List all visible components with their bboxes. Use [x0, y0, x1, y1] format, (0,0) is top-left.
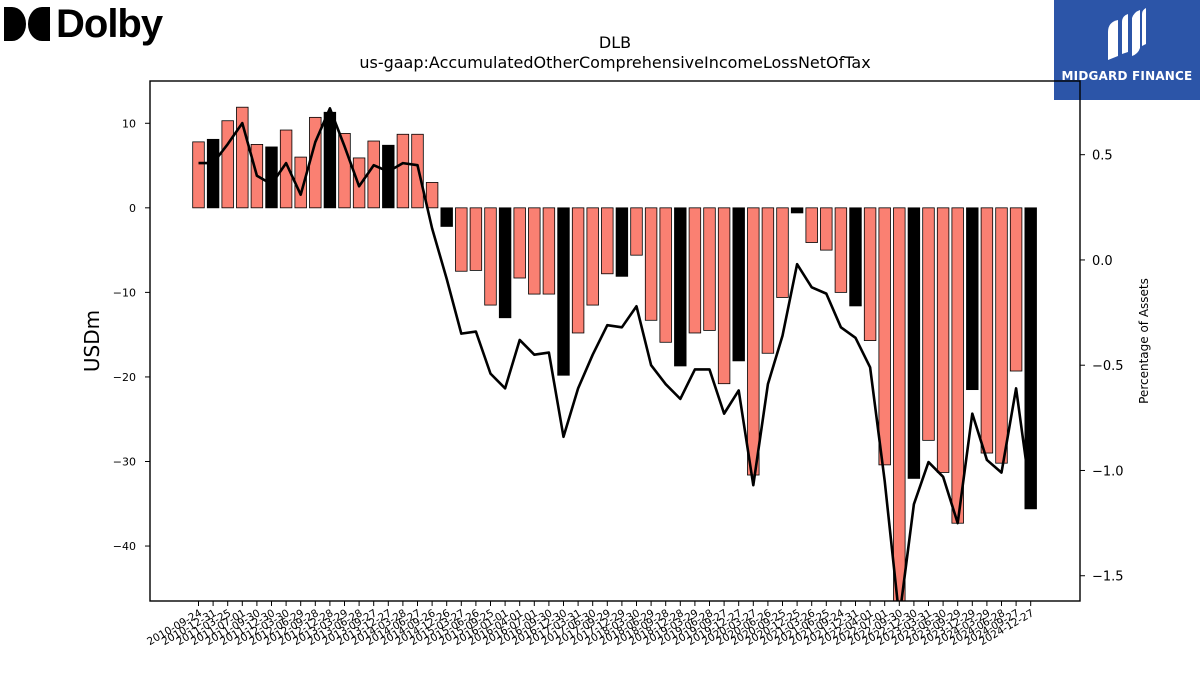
annual-bar [206, 138, 220, 209]
y-tick-label: −30 [113, 455, 136, 468]
annual-bar [498, 207, 512, 319]
annual-bar [849, 207, 862, 307]
quarter-bar [805, 207, 818, 243]
quarter-bar [863, 207, 877, 341]
quarter-bar [761, 207, 775, 354]
y-tick-label: −20 [113, 371, 136, 384]
line-series [198, 107, 1032, 601]
quarter-bar [703, 207, 716, 331]
quarter-bar [528, 207, 541, 295]
quarter-bar [893, 207, 906, 601]
quarter-bar [688, 207, 702, 334]
dolby-double-d-icon [4, 7, 50, 41]
midgard-finance-logo: MIDGARD FINANCE [1054, 0, 1200, 100]
midgard-emblem-icon [1108, 8, 1146, 60]
quarter-bar [659, 207, 672, 343]
quarter-bar [221, 120, 234, 209]
annual-bar [1024, 207, 1037, 510]
quarter-bar [1009, 207, 1023, 372]
quarter-bar [279, 129, 293, 209]
quarter-bar [396, 133, 410, 209]
quarter-bar [878, 207, 891, 466]
y2-tick-label: −0.5 [1092, 359, 1124, 374]
quarter-bar [820, 207, 833, 251]
quarter-bar [936, 207, 950, 473]
annual-bar [732, 207, 745, 362]
percent-of-assets-line [198, 107, 1032, 601]
quarter-bar [542, 207, 556, 295]
y2-tick-label: 0.0 [1092, 254, 1113, 269]
quarter-bar [571, 207, 585, 334]
quarter-bar [513, 207, 526, 279]
dolby-logo: Dolby [4, 1, 163, 46]
quarter-bar [236, 106, 249, 209]
quarter-bar [834, 207, 848, 293]
quarter-bar [367, 140, 380, 209]
quarter-bar [980, 207, 994, 454]
quarter-bar [455, 207, 468, 272]
annual-bar [323, 111, 337, 209]
quarter-bar [922, 207, 935, 441]
y-axis-label: USDm [80, 310, 104, 372]
quarter-bar [192, 141, 205, 209]
quarter-bar [425, 182, 439, 209]
chart-subtitle: us-gaap:AccumulatedOtherComprehensiveInc… [359, 53, 870, 72]
dolby-wordmark: Dolby [56, 1, 163, 46]
annual-bar [615, 207, 629, 277]
annual-bar [382, 144, 395, 209]
annual-bar [907, 207, 921, 479]
y2-tick-label: −1.0 [1092, 464, 1124, 479]
annual-bar [966, 207, 979, 391]
quarter-bar [951, 207, 964, 524]
annual-bar [557, 207, 570, 376]
annual-bar [674, 207, 687, 367]
quarter-bar [586, 207, 599, 306]
quarter-bar [338, 133, 351, 209]
annual-bar [790, 207, 804, 214]
quarter-bar [644, 207, 658, 321]
quarter-bar [484, 207, 497, 306]
plot-frame [149, 80, 1081, 602]
quarter-bar [995, 207, 1008, 464]
quarter-bar [776, 207, 789, 298]
quarter-bar [630, 207, 643, 256]
y2-tick-label: 0.5 [1092, 149, 1113, 164]
y-tick-label: −10 [113, 286, 136, 299]
quarter-bar [717, 207, 731, 385]
y-tick-label: 0 [129, 202, 136, 215]
midgard-wordmark: MIDGARD FINANCE [1061, 69, 1193, 83]
annual-bar [440, 207, 453, 227]
quarter-bar [411, 133, 424, 209]
quarter-bar [747, 207, 760, 476]
chart-title: DLB [599, 33, 631, 52]
y2-tick-label: −1.5 [1092, 570, 1124, 585]
y2-axis-label: Percentage of Assets [1137, 278, 1151, 404]
y-tick-label: −40 [113, 540, 136, 553]
quarter-bar [601, 207, 614, 275]
y-tick-label: 10 [122, 117, 136, 130]
quarter-bar [469, 207, 483, 271]
